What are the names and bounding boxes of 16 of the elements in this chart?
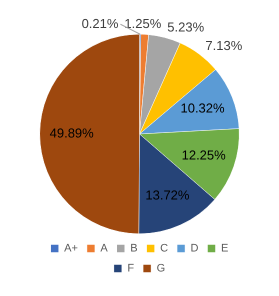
- legend-label: B: [130, 242, 138, 255]
- data-label: 1.25%: [124, 16, 162, 31]
- legend-label: A+: [64, 242, 78, 255]
- data-label: 13.72%: [145, 187, 190, 202]
- data-label: 10.32%: [180, 100, 226, 116]
- legend-label: D: [190, 242, 199, 255]
- legend-label: F: [127, 262, 134, 275]
- data-label: 12.25%: [182, 148, 226, 163]
- data-label: 0.21%: [82, 16, 119, 31]
- legend-label: A: [100, 242, 108, 255]
- legend-label: C: [160, 242, 168, 255]
- data-label: 7.13%: [205, 38, 243, 53]
- legend-label: E: [220, 242, 228, 255]
- data-label: 5.23%: [167, 19, 205, 34]
- legend-label: G: [156, 262, 166, 275]
- data-label: 49.89%: [50, 125, 94, 140]
